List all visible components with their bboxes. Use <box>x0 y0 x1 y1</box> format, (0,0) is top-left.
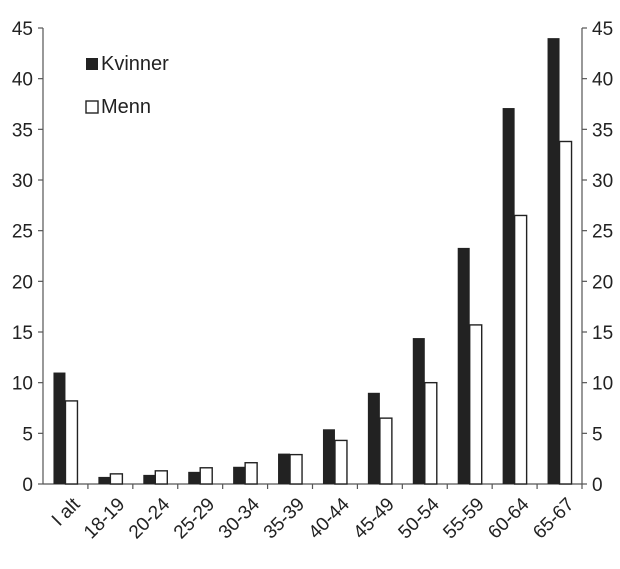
x-tick-label: 55-59 <box>439 494 488 543</box>
legend-swatch-kvinner <box>86 58 98 70</box>
y-tick-label-left: 5 <box>22 424 33 445</box>
y-tick-label-left: 40 <box>12 70 33 91</box>
y-tick-label-left: 35 <box>12 120 33 141</box>
y-tick-label-right: 35 <box>592 120 613 141</box>
bar-kvinner <box>412 338 425 484</box>
bar-kvinner <box>547 38 560 485</box>
y-tick-label-left: 20 <box>12 272 33 293</box>
bar-menn <box>244 462 258 485</box>
x-tick-label: 40-44 <box>305 494 355 544</box>
y-tick-label-right: 0 <box>592 475 603 496</box>
x-tick-label: 25-29 <box>170 494 219 543</box>
bar-menn <box>558 140 573 485</box>
legend: Kvinner Menn <box>85 53 169 118</box>
bar-menn <box>199 467 213 485</box>
bar-kvinner <box>53 372 66 484</box>
x-tick-label: 20-24 <box>125 494 175 544</box>
x-tick-label: 50-54 <box>395 494 445 544</box>
y-tick-label-right: 30 <box>592 171 613 192</box>
x-tick-label: I alt <box>48 494 85 531</box>
bar-menn <box>154 470 168 485</box>
x-tick-label: 60-64 <box>484 494 534 544</box>
y-tick-label-left: 30 <box>12 171 33 192</box>
x-tick-label: 65-67 <box>529 494 578 543</box>
bar-kvinner <box>367 392 380 484</box>
y-tick-label-right: 40 <box>592 70 613 91</box>
y-tick-label-left: 25 <box>12 222 33 243</box>
y-tick-label-right: 10 <box>592 374 613 395</box>
bar-kvinner <box>188 471 201 484</box>
y-tick-label-right: 15 <box>592 323 613 344</box>
bar-menn <box>424 381 438 485</box>
bar-menn <box>379 417 393 485</box>
axes <box>38 27 587 489</box>
bar-kvinner <box>143 474 156 484</box>
bar-kvinner <box>457 247 470 484</box>
x-tick-label: 30-34 <box>215 494 265 544</box>
y-tick-label-right: 20 <box>592 272 613 293</box>
bar-menn <box>109 473 124 485</box>
bar-menn <box>334 439 348 485</box>
bar-menn <box>289 453 303 485</box>
bar-kvinner <box>98 476 111 484</box>
bar-kvinner <box>233 466 246 484</box>
y-tick-label-right: 25 <box>592 222 613 243</box>
x-tick-label: 45-49 <box>350 494 399 543</box>
bar-menn <box>469 324 483 485</box>
bar-kvinner <box>278 453 291 484</box>
bar-menn <box>513 214 528 485</box>
bar-kvinner <box>322 429 335 484</box>
legend-label-menn: Menn <box>101 96 151 118</box>
bars <box>53 38 573 485</box>
y-tick-label-right: 45 <box>592 19 613 40</box>
legend-label-kvinner: Kvinner <box>101 53 169 75</box>
x-tick-label: 35-39 <box>260 494 309 543</box>
y-tick-label-right: 5 <box>592 424 603 445</box>
bar-kvinner <box>502 108 515 484</box>
x-tick-label: 18-19 <box>80 494 129 543</box>
y-tick-label-left: 10 <box>12 374 33 395</box>
legend-swatch-menn <box>85 100 99 114</box>
bar-menn <box>64 400 79 485</box>
y-tick-label-left: 45 <box>12 19 33 40</box>
y-tick-label-left: 0 <box>22 475 33 496</box>
y-tick-label-left: 15 <box>12 323 33 344</box>
